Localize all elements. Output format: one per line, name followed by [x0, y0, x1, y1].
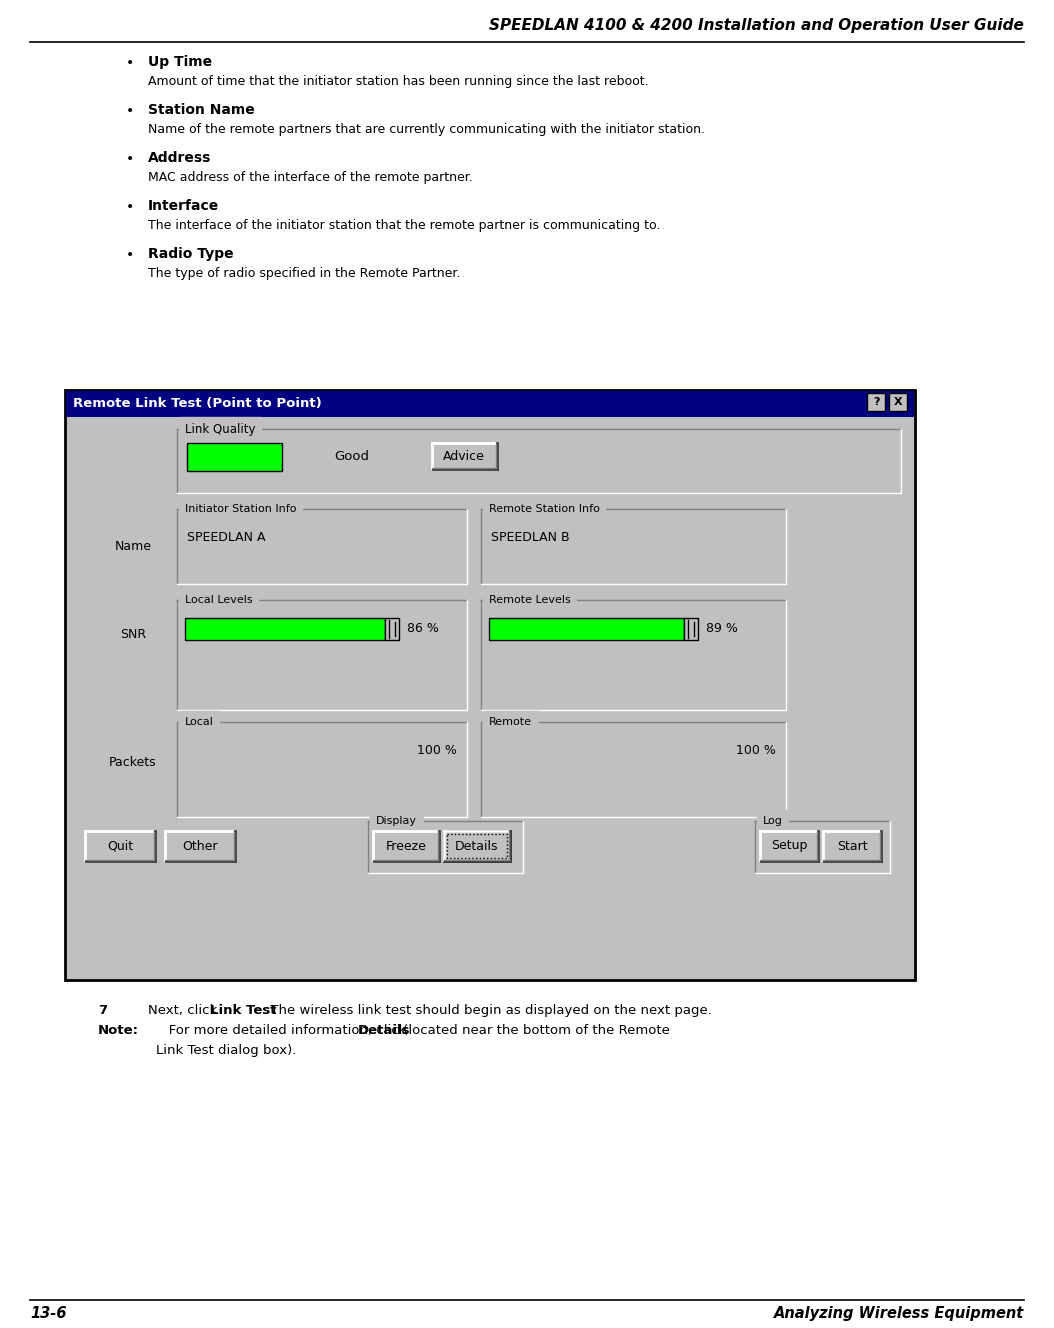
- Text: 100 %: 100 %: [736, 744, 776, 757]
- Text: 86 %: 86 %: [407, 623, 438, 636]
- Bar: [760, 831, 818, 861]
- Text: Local: Local: [186, 717, 214, 726]
- Bar: [187, 444, 282, 471]
- Text: Up Time: Up Time: [148, 54, 212, 69]
- Text: Interface: Interface: [148, 199, 219, 212]
- Bar: [481, 509, 786, 584]
- Bar: [165, 831, 235, 861]
- Text: Display: Display: [376, 815, 417, 826]
- Bar: [177, 509, 467, 584]
- Bar: [66, 390, 914, 417]
- Text: Log: Log: [763, 815, 783, 826]
- Bar: [186, 618, 385, 640]
- Text: (located near the bottom of the Remote: (located near the bottom of the Remote: [398, 1024, 669, 1037]
- Bar: [447, 834, 507, 858]
- Text: Name: Name: [115, 540, 152, 554]
- Bar: [177, 600, 467, 710]
- Text: SPEEDLAN B: SPEEDLAN B: [491, 531, 569, 544]
- Text: Name of the remote partners that are currently communicating with the initiator : Name of the remote partners that are cur…: [148, 124, 705, 135]
- Bar: [385, 618, 399, 640]
- Text: Good: Good: [334, 450, 370, 463]
- Text: 13-6: 13-6: [30, 1305, 66, 1321]
- Bar: [368, 821, 523, 872]
- Bar: [65, 390, 915, 980]
- Text: ?: ?: [873, 397, 879, 406]
- Text: Details: Details: [358, 1024, 410, 1037]
- Bar: [867, 393, 885, 410]
- Text: MAC address of the interface of the remote partner.: MAC address of the interface of the remo…: [148, 171, 473, 185]
- Bar: [373, 831, 440, 861]
- Bar: [444, 831, 510, 861]
- Text: Address: Address: [148, 151, 212, 165]
- Text: Local Levels: Local Levels: [186, 595, 253, 606]
- Text: . The wireless link test should begin as displayed on the next page.: . The wireless link test should begin as…: [262, 1004, 711, 1017]
- Text: Start: Start: [837, 839, 867, 853]
- Text: Remote: Remote: [489, 717, 532, 726]
- Bar: [823, 831, 881, 861]
- Text: Station Name: Station Name: [148, 104, 255, 117]
- Text: For more detailed information, click: For more detailed information, click: [156, 1024, 411, 1037]
- Text: Quit: Quit: [106, 839, 133, 853]
- Text: 89 %: 89 %: [706, 623, 738, 636]
- Bar: [755, 821, 890, 872]
- Bar: [432, 444, 497, 469]
- Text: Note:: Note:: [98, 1024, 139, 1037]
- Text: •: •: [125, 201, 134, 214]
- Bar: [889, 393, 907, 410]
- Text: •: •: [125, 56, 134, 70]
- Text: SPEEDLAN 4100 & 4200 Installation and Operation User Guide: SPEEDLAN 4100 & 4200 Installation and Op…: [489, 19, 1024, 33]
- Text: 7: 7: [98, 1004, 108, 1017]
- Bar: [177, 429, 901, 493]
- Bar: [85, 831, 155, 861]
- Text: •: •: [125, 104, 134, 118]
- Bar: [489, 618, 684, 640]
- Text: •: •: [125, 248, 134, 262]
- Bar: [177, 722, 467, 817]
- Text: Link Test dialog box).: Link Test dialog box).: [156, 1044, 296, 1057]
- Text: Details: Details: [455, 839, 499, 853]
- Text: Link Test: Link Test: [210, 1004, 276, 1017]
- Bar: [444, 831, 510, 861]
- Text: Next, click: Next, click: [148, 1004, 221, 1017]
- Text: 100 %: 100 %: [417, 744, 457, 757]
- Text: Initiator Station Info: Initiator Station Info: [186, 505, 296, 514]
- Text: Link Quality: Link Quality: [186, 422, 255, 436]
- Text: Packets: Packets: [110, 756, 157, 769]
- Text: Remote Station Info: Remote Station Info: [489, 505, 600, 514]
- Text: Setup: Setup: [770, 839, 807, 853]
- Bar: [684, 618, 698, 640]
- Text: Other: Other: [182, 839, 218, 853]
- Text: Advice: Advice: [443, 449, 485, 462]
- Text: SNR: SNR: [120, 628, 147, 641]
- Text: •: •: [125, 151, 134, 166]
- Text: Analyzing Wireless Equipment: Analyzing Wireless Equipment: [774, 1305, 1024, 1321]
- Text: Remote Link Test (Point to Point): Remote Link Test (Point to Point): [73, 397, 321, 410]
- Text: Radio Type: Radio Type: [148, 247, 234, 262]
- Bar: [481, 600, 786, 710]
- Text: SPEEDLAN A: SPEEDLAN A: [187, 531, 266, 544]
- Text: The type of radio specified in the Remote Partner.: The type of radio specified in the Remot…: [148, 267, 461, 280]
- Bar: [481, 722, 786, 817]
- Text: Remote Levels: Remote Levels: [489, 595, 571, 606]
- Text: X: X: [894, 397, 902, 406]
- Text: The interface of the initiator station that the remote partner is communicating : The interface of the initiator station t…: [148, 219, 661, 232]
- Text: Amount of time that the initiator station has been running since the last reboot: Amount of time that the initiator statio…: [148, 74, 648, 88]
- Text: Freeze: Freeze: [386, 839, 427, 853]
